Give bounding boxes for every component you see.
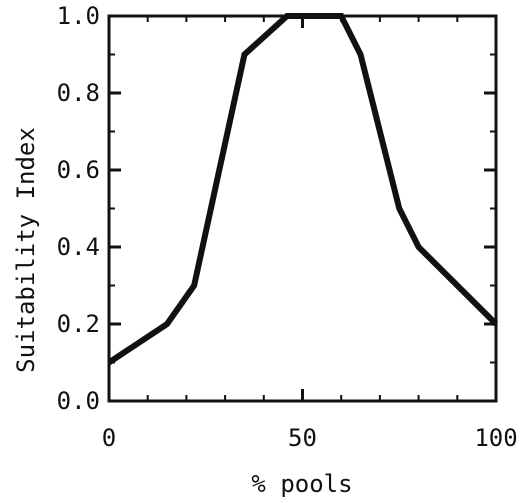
suitability-point	[359, 53, 362, 56]
x-tick-label: 50	[288, 424, 317, 452]
y-tick-label: 0.0	[57, 387, 100, 415]
y-tick-label: 0.8	[57, 79, 100, 107]
suitability-point	[243, 53, 246, 56]
series-group	[107, 13, 499, 366]
x-tick-label: 100	[474, 424, 517, 452]
y-tick-label: 1.0	[57, 2, 100, 30]
suitability-point	[166, 323, 169, 326]
suitability-point	[286, 15, 289, 18]
suitability-point	[193, 284, 196, 287]
plot-frame	[107, 14, 498, 403]
labels-group: 0 50 100 0.0 0.2 0.4 0.6 0.8 1.0	[57, 2, 518, 452]
x-axis-title: % pools	[251, 470, 352, 498]
suitability-point	[108, 361, 111, 364]
y-tick-label: 0.2	[57, 310, 100, 338]
suitability-line	[107, 13, 499, 366]
axes-group	[107, 14, 498, 403]
suitability-point	[398, 207, 401, 210]
suitability-point	[495, 323, 498, 326]
y-tick-label: 0.6	[57, 156, 100, 184]
ticks-group	[107, 14, 498, 403]
y-tick-label: 0.4	[57, 233, 100, 261]
suitability-point	[340, 15, 343, 18]
x-tick-label: 0	[102, 424, 116, 452]
suitability-point	[417, 246, 420, 249]
y-axis-title: Suitability Index	[12, 127, 40, 373]
